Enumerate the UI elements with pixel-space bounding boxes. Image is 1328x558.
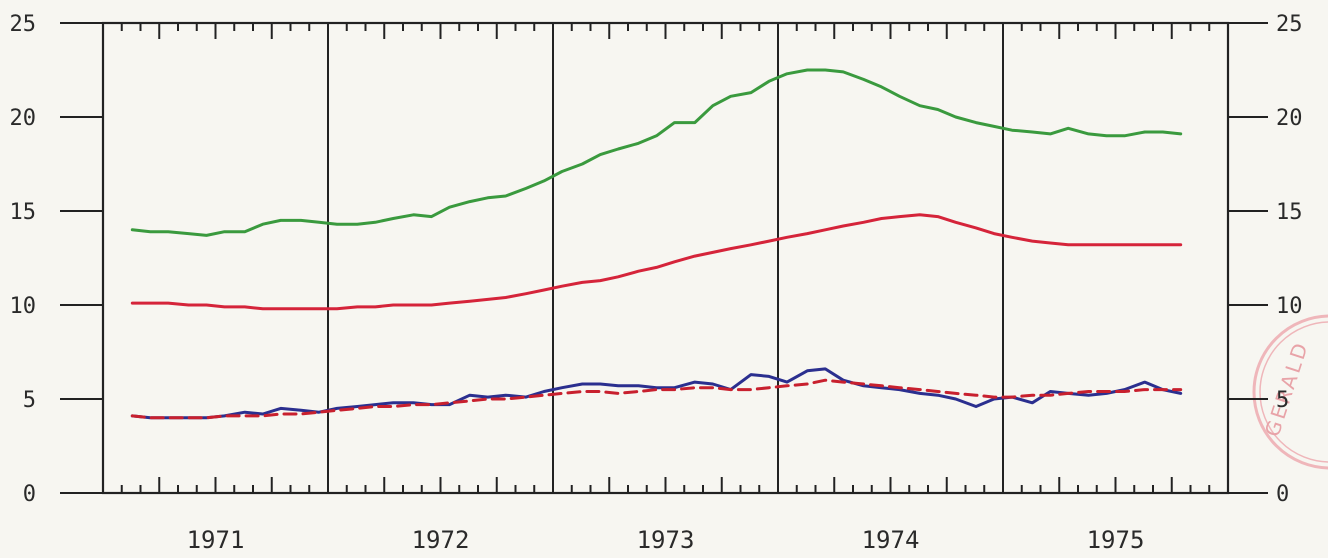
x-year-label: 1974 xyxy=(862,526,920,554)
series-line xyxy=(130,213,1183,311)
y-tick-label-right: 20 xyxy=(1276,106,1303,131)
series-line xyxy=(130,367,1183,420)
stamp-inner-ring xyxy=(1259,321,1328,463)
y-tick-label-left: 15 xyxy=(10,200,37,225)
x-year-label: 1975 xyxy=(1087,526,1145,554)
x-year-label: 1973 xyxy=(637,526,695,554)
stamp: GERALD xyxy=(1252,314,1328,470)
y-tick-label-left: 10 xyxy=(10,294,37,319)
y-tick-label-right: 5 xyxy=(1276,388,1289,413)
y-tick-label-left: 20 xyxy=(10,106,37,131)
y-tick-label-right: 25 xyxy=(1276,12,1303,37)
series-line xyxy=(130,378,1183,420)
plot-border xyxy=(101,21,1230,495)
plot-frame xyxy=(101,21,1230,495)
y-tick-label-left: 0 xyxy=(23,482,36,507)
axis-ticks xyxy=(60,22,1268,494)
y-tick-label-left: 5 xyxy=(23,388,36,413)
axis-labels: 0 0 5 5 10 10 15 15 20 20 25 25 1971 1972 1973 1974 1975 xyxy=(10,12,1303,554)
y-tick-label-right: 0 xyxy=(1276,482,1289,507)
series-line xyxy=(130,68,1183,237)
x-year-label: 1971 xyxy=(187,526,245,554)
y-tick-label-right: 10 xyxy=(1276,294,1303,319)
series-lines xyxy=(130,68,1183,420)
stamp-outer-ring xyxy=(1252,314,1328,470)
x-year-label: 1972 xyxy=(412,526,470,554)
y-tick-label-right: 15 xyxy=(1276,200,1303,225)
y-tick-label-left: 25 xyxy=(10,12,37,37)
